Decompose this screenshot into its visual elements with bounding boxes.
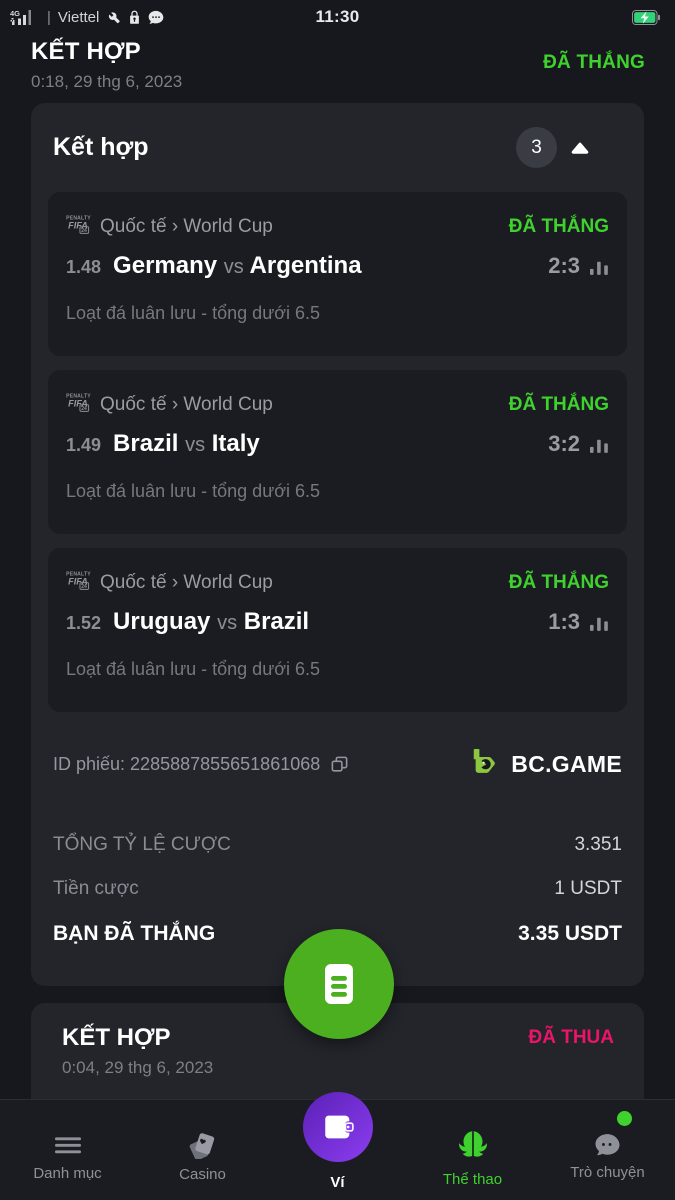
svg-text:24: 24 xyxy=(81,228,87,234)
svg-text:24: 24 xyxy=(81,406,87,412)
svg-text:4G: 4G xyxy=(10,9,20,18)
svg-text:24: 24 xyxy=(81,584,87,590)
